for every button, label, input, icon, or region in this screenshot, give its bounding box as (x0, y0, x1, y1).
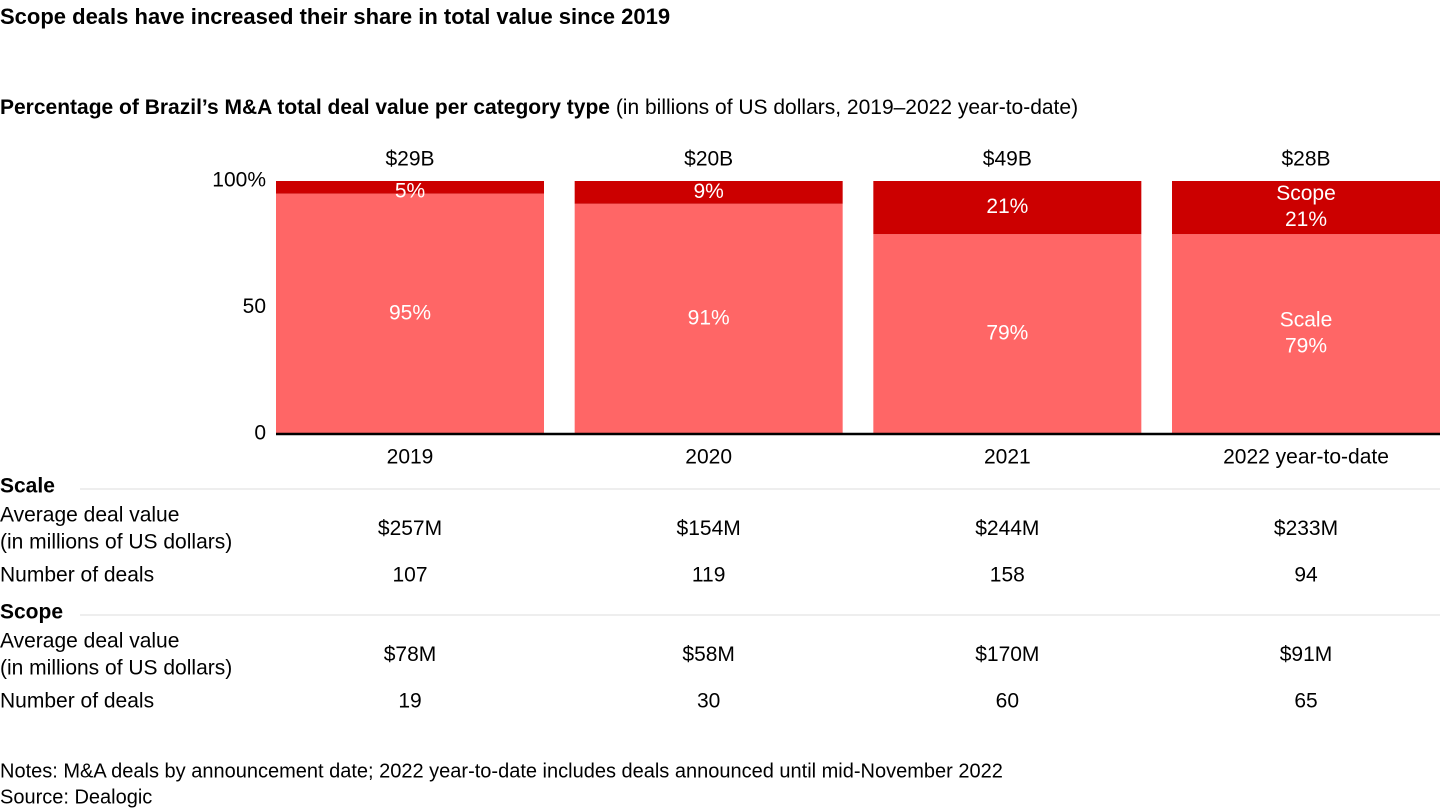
cell: 107 (392, 564, 427, 587)
chart-title: Scope deals have increased their share i… (0, 4, 670, 29)
bar-segment (574, 203, 843, 434)
cell: 94 (1294, 564, 1318, 587)
bar-segment (873, 234, 1142, 434)
y-tick-label: 0 (254, 422, 266, 445)
y-tick-label: 50 (243, 295, 266, 318)
bar-segment (574, 181, 843, 204)
row-label: (in millions of US dollars) (0, 531, 232, 554)
cell: 65 (1294, 690, 1317, 713)
value-label: 21% (1285, 208, 1327, 231)
x-tick-label: 2019 (387, 446, 434, 469)
value-label: 95% (389, 301, 431, 324)
value-label: 5% (395, 180, 425, 203)
cell: 119 (692, 564, 725, 587)
value-label: 9% (693, 180, 723, 203)
row-label: Average deal value (0, 504, 179, 527)
cell: $233M (1274, 517, 1338, 540)
total-label: $29B (385, 148, 434, 171)
cell: $244M (975, 517, 1039, 540)
value-label: 21% (986, 195, 1028, 218)
bar-segment (1172, 234, 1440, 434)
value-label: 79% (1285, 335, 1327, 358)
y-tick-label: 100% (212, 169, 266, 192)
cell: $58M (682, 643, 735, 666)
subtitle-main: Percentage of Brazil’s M&A total deal va… (0, 96, 610, 119)
cell: 158 (990, 564, 1025, 587)
series-label: Scale (1280, 309, 1333, 332)
bar-segment (276, 193, 544, 434)
total-label: $28B (1281, 148, 1330, 171)
notes: Notes: M&A deals by announcement date; 2… (0, 760, 1003, 782)
cell: $170M (975, 643, 1039, 666)
value-label: 91% (688, 306, 730, 329)
total-label: $49B (983, 148, 1032, 171)
row-label: Number of deals (0, 564, 154, 587)
x-tick-label: 2020 (685, 446, 732, 469)
subtitle: Percentage of Brazil’s M&A total deal va… (0, 96, 1078, 119)
cell: 30 (697, 690, 720, 713)
row-label: Average deal value (0, 630, 179, 653)
section-title: Scope (0, 601, 63, 624)
x-tick-label: 2021 (984, 446, 1031, 469)
series-label: Scope (1276, 182, 1336, 205)
bar-segment (1172, 181, 1440, 235)
cell: 19 (398, 690, 421, 713)
cell: $78M (384, 643, 437, 666)
row-label: (in millions of US dollars) (0, 657, 232, 680)
subtitle-note: (in billions of US dollars, 2019–2022 ye… (616, 96, 1078, 119)
section-title: Scale (0, 475, 55, 498)
total-label: $20B (684, 148, 733, 171)
source: Source: Dealogic (0, 786, 152, 808)
cell: $154M (677, 517, 741, 540)
cell: $257M (378, 517, 442, 540)
cell: 60 (996, 690, 1019, 713)
x-tick-label: 2022 year-to-date (1223, 446, 1389, 469)
bar-segment (276, 181, 544, 194)
value-label: 79% (986, 322, 1028, 345)
cell: $91M (1280, 643, 1333, 666)
bar-segment (873, 181, 1142, 235)
row-label: Number of deals (0, 690, 154, 713)
